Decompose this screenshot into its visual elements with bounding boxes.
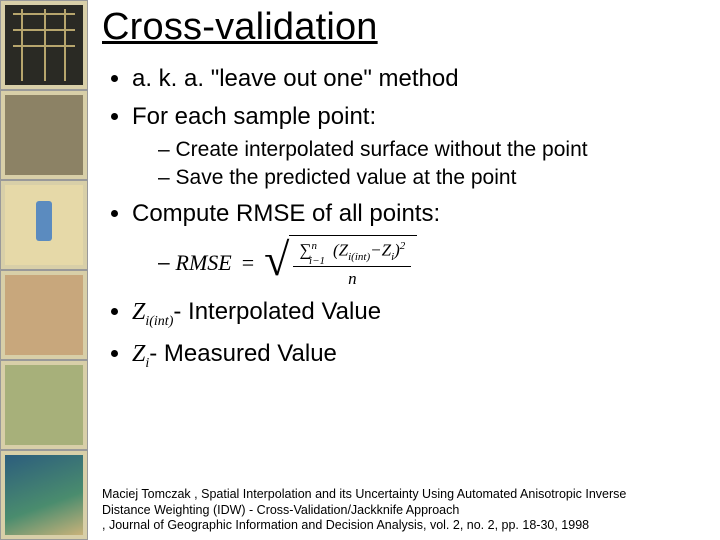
radical-icon: √: [264, 239, 289, 294]
under-root: ∑ni−1(Zi(int)−Zi)2 n: [289, 235, 417, 290]
bullet-2a: Create interpolated surface without the …: [158, 136, 708, 164]
thumbnail-3: [0, 180, 88, 270]
citation: Maciej Tomczak , Spatial Interpolation a…: [102, 487, 712, 534]
rmse-formula: RMSE = √ ∑ni−1(Zi(int)−Zi)2 n: [176, 235, 418, 290]
bullet-2-text: For each sample point:: [132, 103, 376, 130]
num-z1: (Z: [333, 241, 348, 260]
num-pow: 2: [400, 240, 406, 252]
slide: Cross-validation a. k. a. "leave out one…: [0, 0, 720, 540]
sum-top: n: [312, 240, 318, 252]
denominator: n: [348, 267, 357, 289]
thumbnail-6: [0, 450, 88, 540]
rmse-label: RMSE: [176, 248, 232, 278]
bullet-1: a. k. a. "leave out one" method: [132, 63, 708, 95]
num-minus-z: −Z: [370, 241, 391, 260]
b4-z: Z: [132, 299, 145, 325]
b5-z: Z: [132, 341, 145, 367]
b4-sub: i(int): [145, 314, 173, 329]
sqrt: √ ∑ni−1(Zi(int)−Zi)2 n: [264, 235, 417, 290]
thumbnail-2: [0, 90, 88, 180]
bullet-5: Zi- Measured Value: [132, 338, 708, 374]
sum-bot: i−1: [309, 255, 325, 267]
citation-line-1: Maciej Tomczak , Spatial Interpolation a…: [102, 487, 712, 503]
rmse-formula-row: RMSE = √ ∑ni−1(Zi(int)−Zi)2 n: [132, 235, 708, 290]
thumbnail-5: [0, 360, 88, 450]
bullet-2: For each sample point: Create interpolat…: [132, 101, 708, 192]
bullet-4: Zi(int)- Interpolated Value: [132, 296, 708, 332]
num-sub1: i(int): [348, 251, 370, 263]
fraction: ∑ni−1(Zi(int)−Zi)2 n: [293, 240, 411, 288]
numerator: ∑ni−1(Zi(int)−Zi)2: [293, 240, 411, 267]
bullet-3-text: Compute RMSE of all points:: [132, 200, 440, 227]
thumbnail-1: [0, 0, 88, 90]
bullet-2b: Save the predicted value at the point: [158, 164, 708, 192]
slide-title: Cross-validation: [102, 6, 708, 49]
bullet-list: a. k. a. "leave out one" method For each…: [102, 63, 708, 373]
equals-sign: =: [242, 248, 254, 278]
thumbnail-strip: [0, 0, 88, 540]
b5-text: - Measured Value: [149, 340, 337, 367]
formula-dash: [158, 248, 176, 275]
sub-list-1: Create interpolated surface without the …: [132, 136, 708, 193]
slide-content: Cross-validation a. k. a. "leave out one…: [88, 0, 720, 540]
bullet-3: Compute RMSE of all points: RMSE = √ ∑ni…: [132, 198, 708, 290]
citation-line-2: Distance Weighting (IDW) - Cross-Validat…: [102, 503, 712, 519]
b4-text: - Interpolated Value: [173, 298, 381, 325]
citation-line-3: , Journal of Geographic Information and …: [102, 518, 712, 534]
thumbnail-4: [0, 270, 88, 360]
